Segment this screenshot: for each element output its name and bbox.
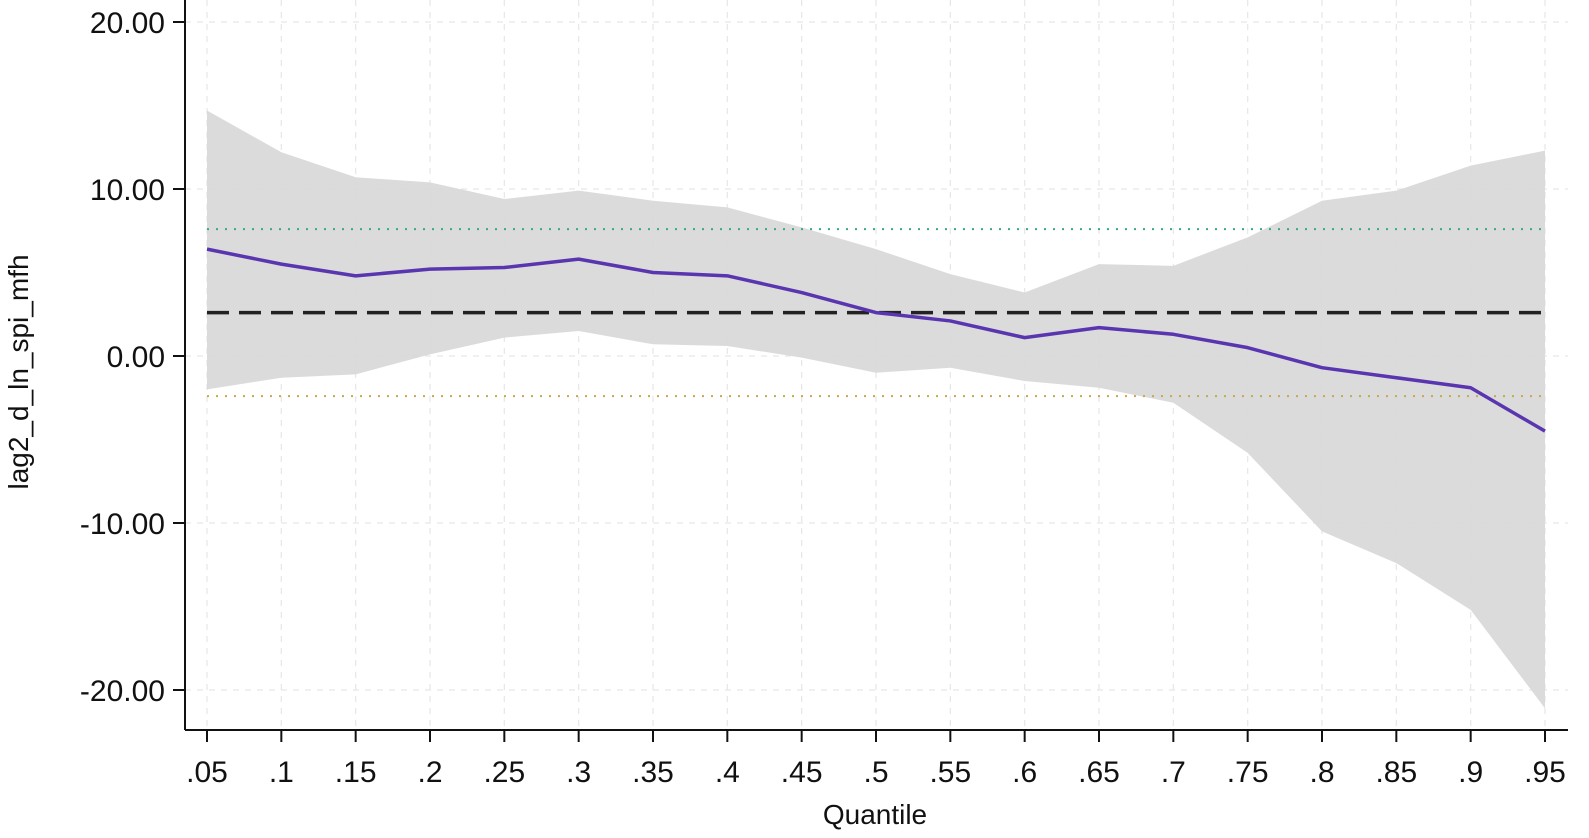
x-tick-label: .45	[781, 756, 823, 789]
x-tick-label: .3	[566, 756, 591, 789]
x-tick-label: .1	[269, 756, 294, 789]
x-tick-label: .4	[715, 756, 740, 789]
x-tick-label: .85	[1375, 756, 1417, 789]
x-tick-label: .9	[1458, 756, 1483, 789]
quantile-estimate-line	[206, 247, 1546, 433]
x-tick-label: .2	[417, 756, 442, 789]
x-tick-label: .15	[335, 756, 377, 789]
x-tick-label: .55	[929, 756, 971, 789]
y-tick-label: 0.00	[107, 341, 165, 374]
confidence-band	[207, 110, 1545, 709]
x-tick-label: .8	[1309, 756, 1334, 789]
y-tick-label: 10.00	[90, 174, 165, 207]
x-tick-label: .5	[863, 756, 888, 789]
x-axis-title: Quantile	[823, 799, 927, 830]
x-tick-label: .05	[186, 756, 228, 789]
x-tick-label: .65	[1078, 756, 1120, 789]
x-tick-label: .7	[1161, 756, 1186, 789]
y-axis-title: lag2_d_ln_spi_mfh	[3, 254, 34, 489]
x-tick-label: .75	[1227, 756, 1269, 789]
y-tick-label: -20.00	[80, 675, 165, 708]
y-tick-label: 20.00	[90, 7, 165, 40]
x-tick-label: .35	[632, 756, 674, 789]
x-axis: .05 .1 .15 .2 .25 .3 .35 .4 .45 .5 .55 .6 .65 .7 .75 .8…	[185, 729, 1568, 789]
x-tick-label: .25	[483, 756, 525, 789]
x-tick-label: .6	[1012, 756, 1037, 789]
x-tick-label: .95	[1524, 756, 1566, 789]
y-tick-label: -10.00	[80, 508, 165, 541]
y-axis: 20.00 10.00 0.00 -10.00 -20.00	[80, 0, 186, 730]
